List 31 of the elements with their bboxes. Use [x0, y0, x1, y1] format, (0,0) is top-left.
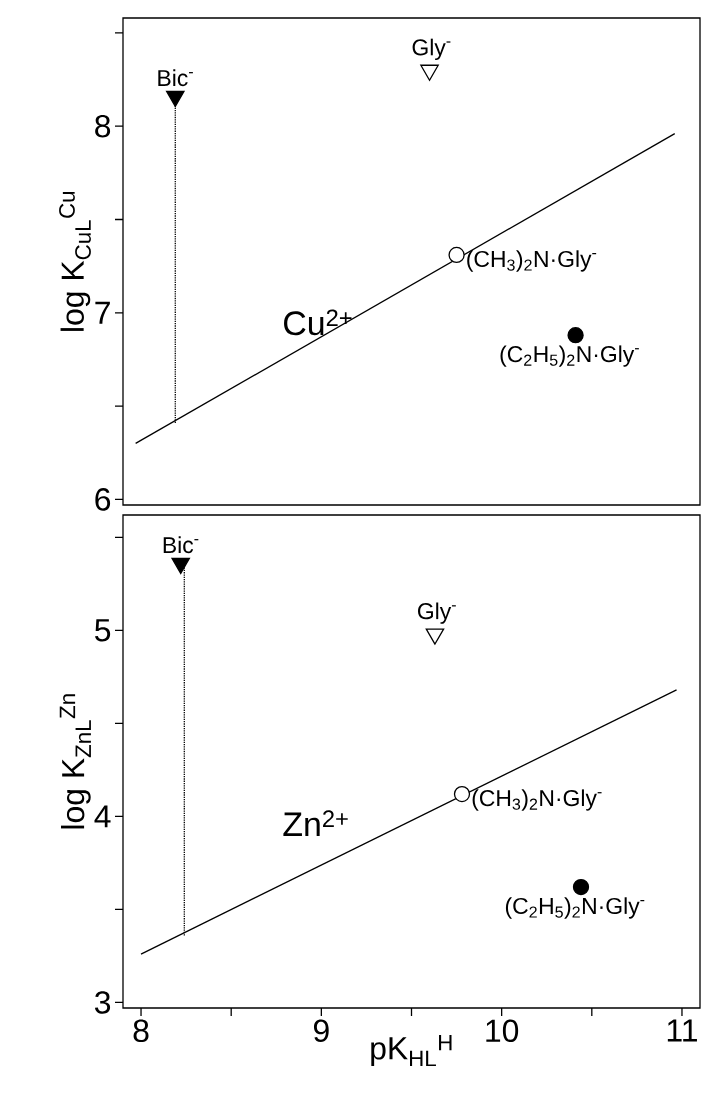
series-label: Gly$^{-}$: [417, 602, 456, 624]
point: [572, 878, 590, 896]
point: [567, 327, 584, 344]
series-label: Gly$^{-}$: [412, 38, 451, 61]
y-tick-label: 8: [95, 114, 111, 138]
x-tick-label: 10: [486, 1019, 519, 1043]
point: [448, 246, 465, 264]
series-label: (C$_{2}$H$_{5}$)$_{2}$N·Gly$^{-}$: [505, 897, 645, 919]
series-label: (CH$_{3}$)$_{2}$N·Gly$^{-}$: [467, 250, 597, 272]
y-tick-label: 5: [95, 619, 111, 642]
point: [171, 557, 191, 575]
y-tick-label: 6: [95, 488, 111, 511]
y-tick-label: 3: [94, 991, 111, 1014]
x-tick-label: 9: [313, 1019, 329, 1043]
point: [165, 90, 185, 108]
x-tick-label: 8: [133, 1019, 149, 1043]
y-tick-label: 4: [94, 805, 111, 828]
annotation: Zn$^{2+}$: [283, 810, 348, 836]
x-tick-label: 11: [667, 1019, 697, 1042]
y-tick-label: 7: [95, 301, 110, 324]
series-label: Bic$^{-}$: [158, 69, 193, 87]
point: [420, 64, 439, 81]
annotation: Cu$^{2+}$: [284, 309, 352, 336]
y-axis-title: log K$_{CuL}$Cu: [59, 191, 91, 331]
series-label: (C$_{2}$H$_{5}$)$_{2}$N·Gly$^{-}$: [500, 345, 639, 367]
x-axis-title: pK$_{HL}$H: [371, 1034, 452, 1067]
point: [425, 628, 445, 645]
y-axis-title: log K$_{ZnL}$Zn: [59, 694, 91, 829]
point: [453, 785, 471, 803]
legend-label: Bic$^{-}$: [163, 536, 199, 554]
series-label: (CH$_{3}$)$_{2}$N·Gly$^{-}$: [472, 789, 602, 811]
